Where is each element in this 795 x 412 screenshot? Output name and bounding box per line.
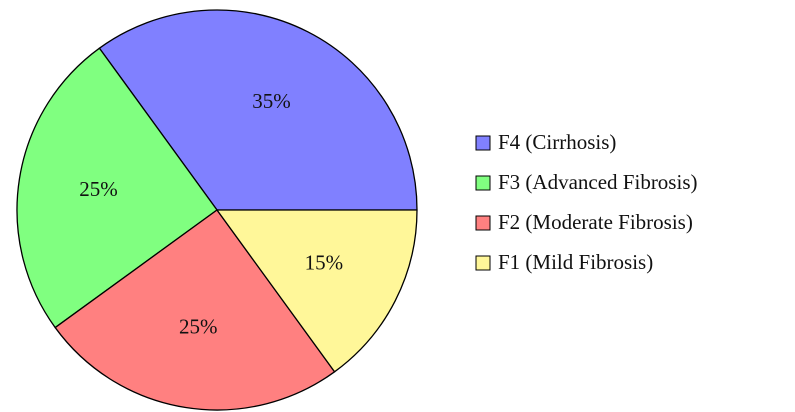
legend-swatch xyxy=(475,135,491,151)
legend-label: F2 (Moderate Fibrosis) xyxy=(498,210,693,234)
pie-slice xyxy=(216,209,418,373)
pie-slice xyxy=(98,9,418,211)
legend-swatch xyxy=(475,175,491,191)
pie-slice xyxy=(16,47,218,329)
slice-label: 35% xyxy=(252,89,291,113)
legend-label: F3 (Advanced Fibrosis) xyxy=(498,170,697,194)
legend-label: F1 (Mild Fibrosis) xyxy=(498,250,653,274)
slice-label: 25% xyxy=(179,314,218,338)
legend-swatch xyxy=(475,255,491,271)
pie-slice xyxy=(54,209,336,411)
legend-label: F4 (Cirrhosis) xyxy=(498,130,616,154)
slice-label: 25% xyxy=(79,177,118,201)
legend-swatch xyxy=(475,215,491,231)
slice-label: 15% xyxy=(305,250,344,274)
